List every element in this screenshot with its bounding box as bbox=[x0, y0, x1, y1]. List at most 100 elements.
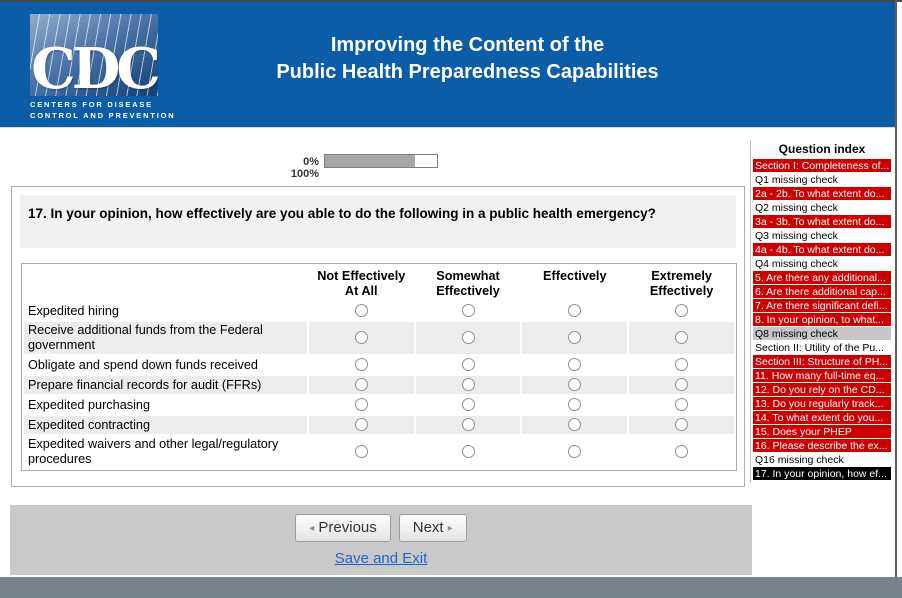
cdc-logo-box: CDC bbox=[30, 14, 158, 96]
question-index-item[interactable]: Section II: Utility of the Pu... bbox=[755, 342, 884, 354]
question-index-title: Question index bbox=[778, 142, 866, 156]
table-row: Obligate and spend down funds received bbox=[24, 356, 734, 374]
navigation-panel: ◂ Previous Next ▸ Save and Exit bbox=[10, 505, 752, 575]
cdc-logo-caption: CENTERS FOR DISEASE CONTROL AND PREVENTI… bbox=[30, 100, 176, 122]
question-index-item[interactable]: Q4 missing check bbox=[755, 258, 838, 270]
matrix-corner-cell bbox=[24, 266, 307, 300]
radio-button[interactable] bbox=[354, 304, 368, 318]
radio-button[interactable] bbox=[461, 378, 475, 392]
window-right-border bbox=[895, 0, 897, 577]
question-index-item[interactable]: 14. To what extent do you... bbox=[753, 411, 891, 424]
window-top-border bbox=[0, 0, 902, 2]
header-banner: CDC CENTERS FOR DISEASE CONTROL AND PREV… bbox=[0, 2, 895, 128]
question-index-item[interactable]: 8. In your opinion, to what... bbox=[753, 313, 891, 326]
question-index-item[interactable]: 15. Does your PHEP bbox=[753, 425, 891, 438]
table-row: Prepare financial records for audit (FFR… bbox=[24, 376, 734, 394]
survey-title-line2: Public Health Preparedness Capabilities bbox=[276, 61, 659, 83]
question-index-item[interactable]: Q8 missing check bbox=[753, 327, 891, 340]
cdc-logo-acronym: CDC bbox=[31, 36, 158, 96]
cdc-logo-caption-line1: CENTERS FOR DISEASE bbox=[30, 100, 153, 109]
radio-button[interactable] bbox=[568, 331, 582, 345]
question-panel: 17. In your opinion, how effectively are… bbox=[11, 186, 745, 487]
radio-button[interactable] bbox=[461, 398, 475, 412]
progress-end-label: 100% bbox=[290, 168, 319, 180]
question-index-item[interactable]: 2a - 2b. To what extent do... bbox=[753, 187, 891, 200]
question-index-item[interactable]: 11. How many full-time eq... bbox=[753, 369, 891, 382]
radio-button[interactable] bbox=[461, 445, 475, 459]
next-button-label: Next bbox=[412, 519, 444, 536]
column-header: Not Effectively At All bbox=[317, 269, 406, 298]
matrix-header-row: Not Effectively At All Somewhat Effectiv… bbox=[24, 266, 734, 300]
radio-button[interactable] bbox=[675, 304, 689, 318]
next-button[interactable]: Next ▸ bbox=[398, 514, 467, 542]
radio-button[interactable] bbox=[461, 418, 475, 432]
right-arrow-icon: ▸ bbox=[447, 523, 453, 534]
question-index-item[interactable]: 4a - 4b. To what extent do... bbox=[753, 243, 891, 256]
table-row: Receive additional funds from the Federa… bbox=[24, 322, 734, 354]
radio-button[interactable] bbox=[354, 398, 368, 412]
question-index-item[interactable]: Q16 missing check bbox=[755, 454, 844, 466]
column-header: Effectively bbox=[543, 269, 607, 283]
previous-button-label: Previous bbox=[318, 519, 377, 536]
radio-button[interactable] bbox=[354, 418, 368, 432]
question-index-item[interactable]: Section I: Completeness of... bbox=[753, 159, 891, 172]
radio-button[interactable] bbox=[675, 358, 689, 372]
radio-button[interactable] bbox=[354, 358, 368, 372]
table-row: Expedited purchasing bbox=[24, 396, 734, 414]
question-index-item[interactable]: 7. Are there significant defi... bbox=[753, 299, 891, 312]
radio-button[interactable] bbox=[568, 304, 582, 318]
progress-fill bbox=[325, 155, 415, 167]
save-and-exit-link[interactable]: Save and Exit bbox=[334, 550, 428, 567]
radio-button[interactable] bbox=[354, 445, 368, 459]
question-index-item[interactable]: 6. Are there additional cap... bbox=[753, 285, 891, 298]
radio-button[interactable] bbox=[461, 331, 475, 345]
question-index-item[interactable]: Q1 missing check bbox=[755, 174, 838, 186]
row-label: Receive additional funds from the Federa… bbox=[24, 322, 307, 354]
row-label: Obligate and spend down funds received bbox=[28, 357, 258, 372]
radio-button[interactable] bbox=[675, 331, 689, 345]
question-index-item-current[interactable]: 17. In your opinion, how ef... bbox=[753, 467, 891, 480]
question-index-item[interactable]: Q3 missing check bbox=[755, 230, 838, 242]
cdc-logo-rays-icon bbox=[30, 14, 158, 96]
question-index-item[interactable]: 3a - 3b. To what extent do... bbox=[753, 215, 891, 228]
question-text: 17. In your opinion, how effectively are… bbox=[28, 206, 656, 221]
question-index-item[interactable]: 16. Please describe the ex... bbox=[753, 439, 891, 452]
question-index-item[interactable]: Q2 missing check bbox=[755, 202, 838, 214]
question-index-item[interactable]: 13. Do you regularly track... bbox=[753, 397, 891, 410]
radio-button[interactable] bbox=[461, 358, 475, 372]
cdc-logo: CDC CENTERS FOR DISEASE CONTROL AND PREV… bbox=[30, 14, 176, 122]
question-index-panel: Question index Section I: Completeness o… bbox=[750, 140, 892, 483]
row-label: Expedited hiring bbox=[28, 303, 119, 318]
radio-button[interactable] bbox=[461, 304, 475, 318]
table-row: Expedited waivers and other legal/regula… bbox=[24, 436, 734, 468]
row-label: Prepare financial records for audit (FFR… bbox=[24, 376, 307, 394]
column-header: Extremely Effectively bbox=[649, 269, 714, 298]
row-label: Expedited purchasing bbox=[28, 397, 151, 412]
radio-button[interactable] bbox=[568, 398, 582, 412]
progress-start-label: 0% bbox=[303, 156, 319, 168]
survey-title: Improving the Content of the Public Heal… bbox=[170, 32, 765, 86]
radio-button[interactable] bbox=[568, 418, 582, 432]
previous-button[interactable]: ◂ Previous bbox=[295, 514, 391, 542]
cdc-logo-caption-line2: CONTROL AND PREVENTION bbox=[30, 110, 176, 120]
radio-button[interactable] bbox=[568, 445, 582, 459]
question-index-item[interactable]: 5. Are there any additional... bbox=[753, 271, 891, 284]
question-index-item[interactable]: 12. Do you rely on the CD... bbox=[753, 383, 891, 396]
survey-title-line1: Improving the Content of the bbox=[330, 34, 605, 56]
radio-button[interactable] bbox=[675, 418, 689, 432]
radio-button[interactable] bbox=[675, 378, 689, 392]
table-row: Expedited hiring bbox=[24, 302, 734, 320]
radio-button[interactable] bbox=[354, 378, 368, 392]
radio-button[interactable] bbox=[675, 445, 689, 459]
footer-bar bbox=[0, 577, 902, 598]
radio-button[interactable] bbox=[568, 358, 582, 372]
radio-button[interactable] bbox=[568, 378, 582, 392]
question-index-item[interactable]: Section III: Structure of PH... bbox=[753, 355, 891, 368]
table-row: Expedited contracting bbox=[24, 416, 734, 434]
radio-button[interactable] bbox=[675, 398, 689, 412]
radio-button[interactable] bbox=[354, 331, 368, 345]
answer-matrix-table: Not Effectively At All Somewhat Effectiv… bbox=[21, 263, 737, 471]
row-label: Expedited contracting bbox=[24, 416, 307, 434]
progress-bar bbox=[324, 154, 438, 168]
question-text-strip: 17. In your opinion, how effectively are… bbox=[20, 195, 736, 248]
